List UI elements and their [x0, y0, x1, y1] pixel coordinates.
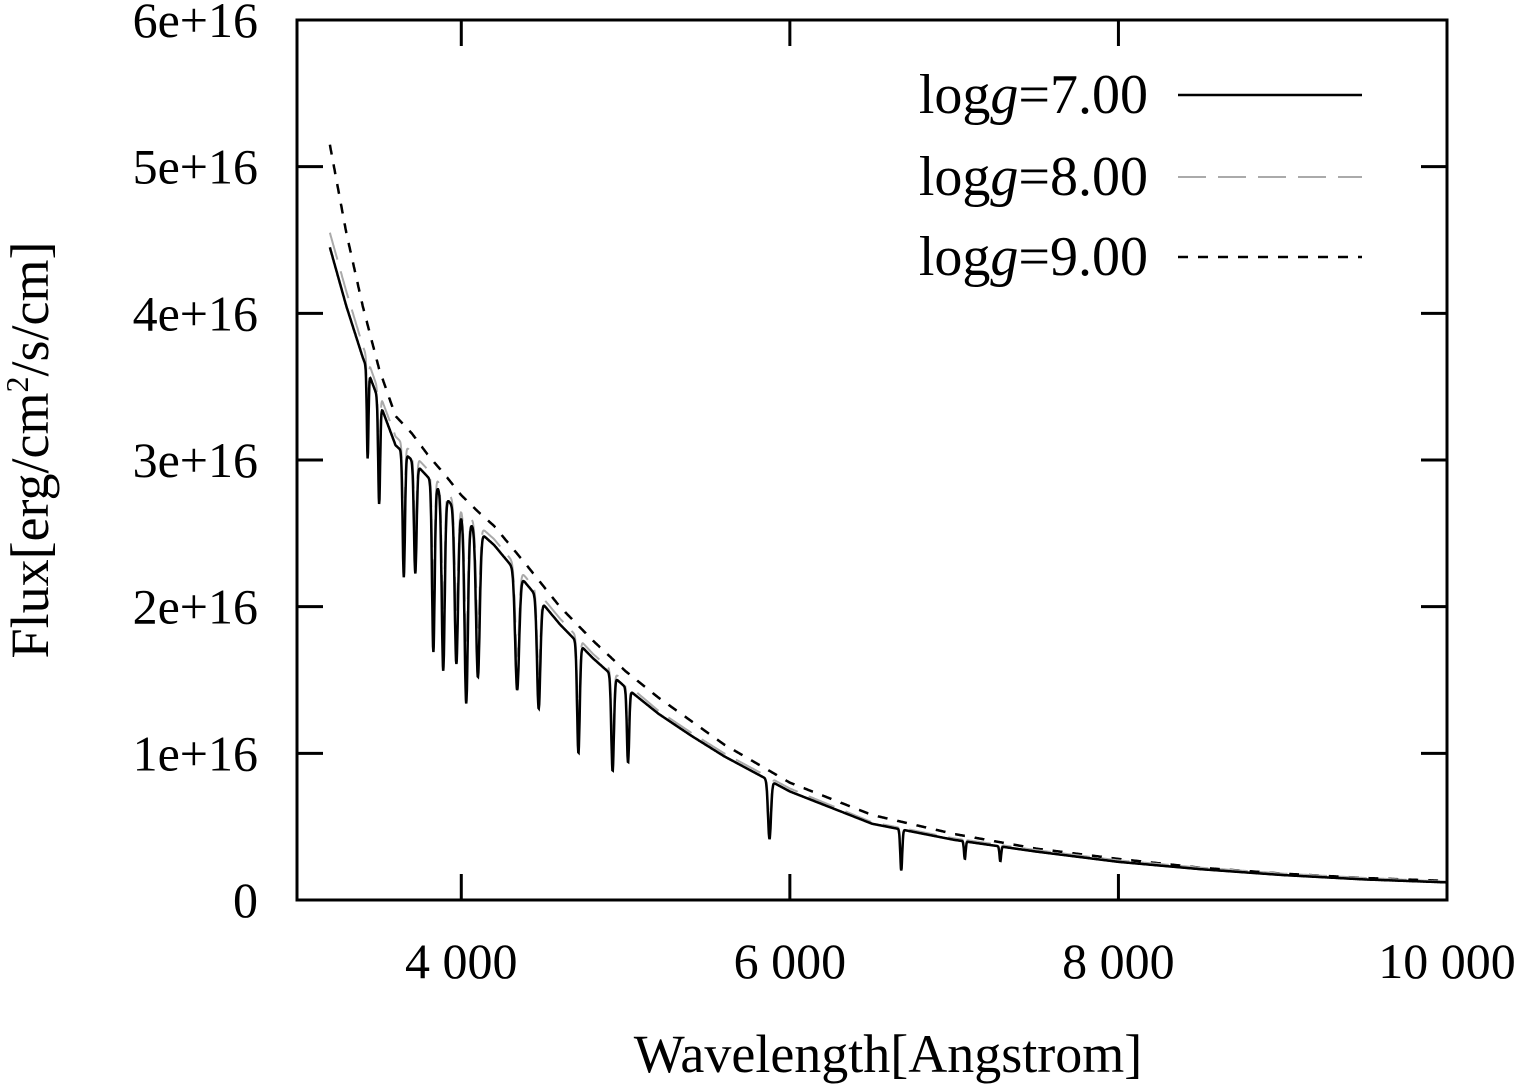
x-tick-label: 4 000 — [405, 933, 518, 989]
y-tick-label: 6e+16 — [133, 0, 258, 48]
x-axis-title: Wavelength[Angstrom] — [634, 1024, 1143, 1084]
series-line-logg8 — [328, 232, 1447, 883]
series-line-logg9 — [328, 144, 1447, 883]
plot-lines — [328, 144, 1447, 884]
tick-labels: 4 000 6 000 8 000 10 000 0 1e+16 2e+16 3e+16 4e+… — [133, 0, 1516, 989]
y-axis-title-suffix: /s/cm] — [0, 242, 60, 377]
y-axis-title: Flux[erg/cm2/s/cm] — [0, 242, 60, 659]
y-tick-label: 1e+16 — [133, 725, 258, 781]
legend-label-logg9: logg=9.00 — [919, 226, 1148, 288]
axis-ticks — [297, 18, 1449, 902]
y-tick-label: 2e+16 — [133, 579, 258, 635]
x-tick-label: 6 000 — [734, 933, 847, 989]
legend-label-logg8: logg=8.00 — [919, 146, 1148, 208]
series-line-logg7 — [328, 246, 1447, 884]
legend: logg=7.00 logg=8.00 logg=9.00 — [919, 64, 1362, 288]
y-tick-label: 3e+16 — [133, 432, 258, 488]
legend-label-logg7: logg=7.00 — [919, 64, 1148, 126]
y-tick-label: 4e+16 — [133, 285, 258, 341]
y-tick-label: 5e+16 — [133, 139, 258, 195]
y-axis-title-prefix: Flux[erg/cm — [0, 393, 60, 659]
y-tick-label: 0 — [233, 872, 258, 928]
x-tick-label: 10 000 — [1378, 933, 1516, 989]
plot-frame — [295, 18, 1449, 902]
x-tick-label: 8 000 — [1062, 933, 1175, 989]
y-axis-title-sup: 2 — [0, 377, 35, 393]
